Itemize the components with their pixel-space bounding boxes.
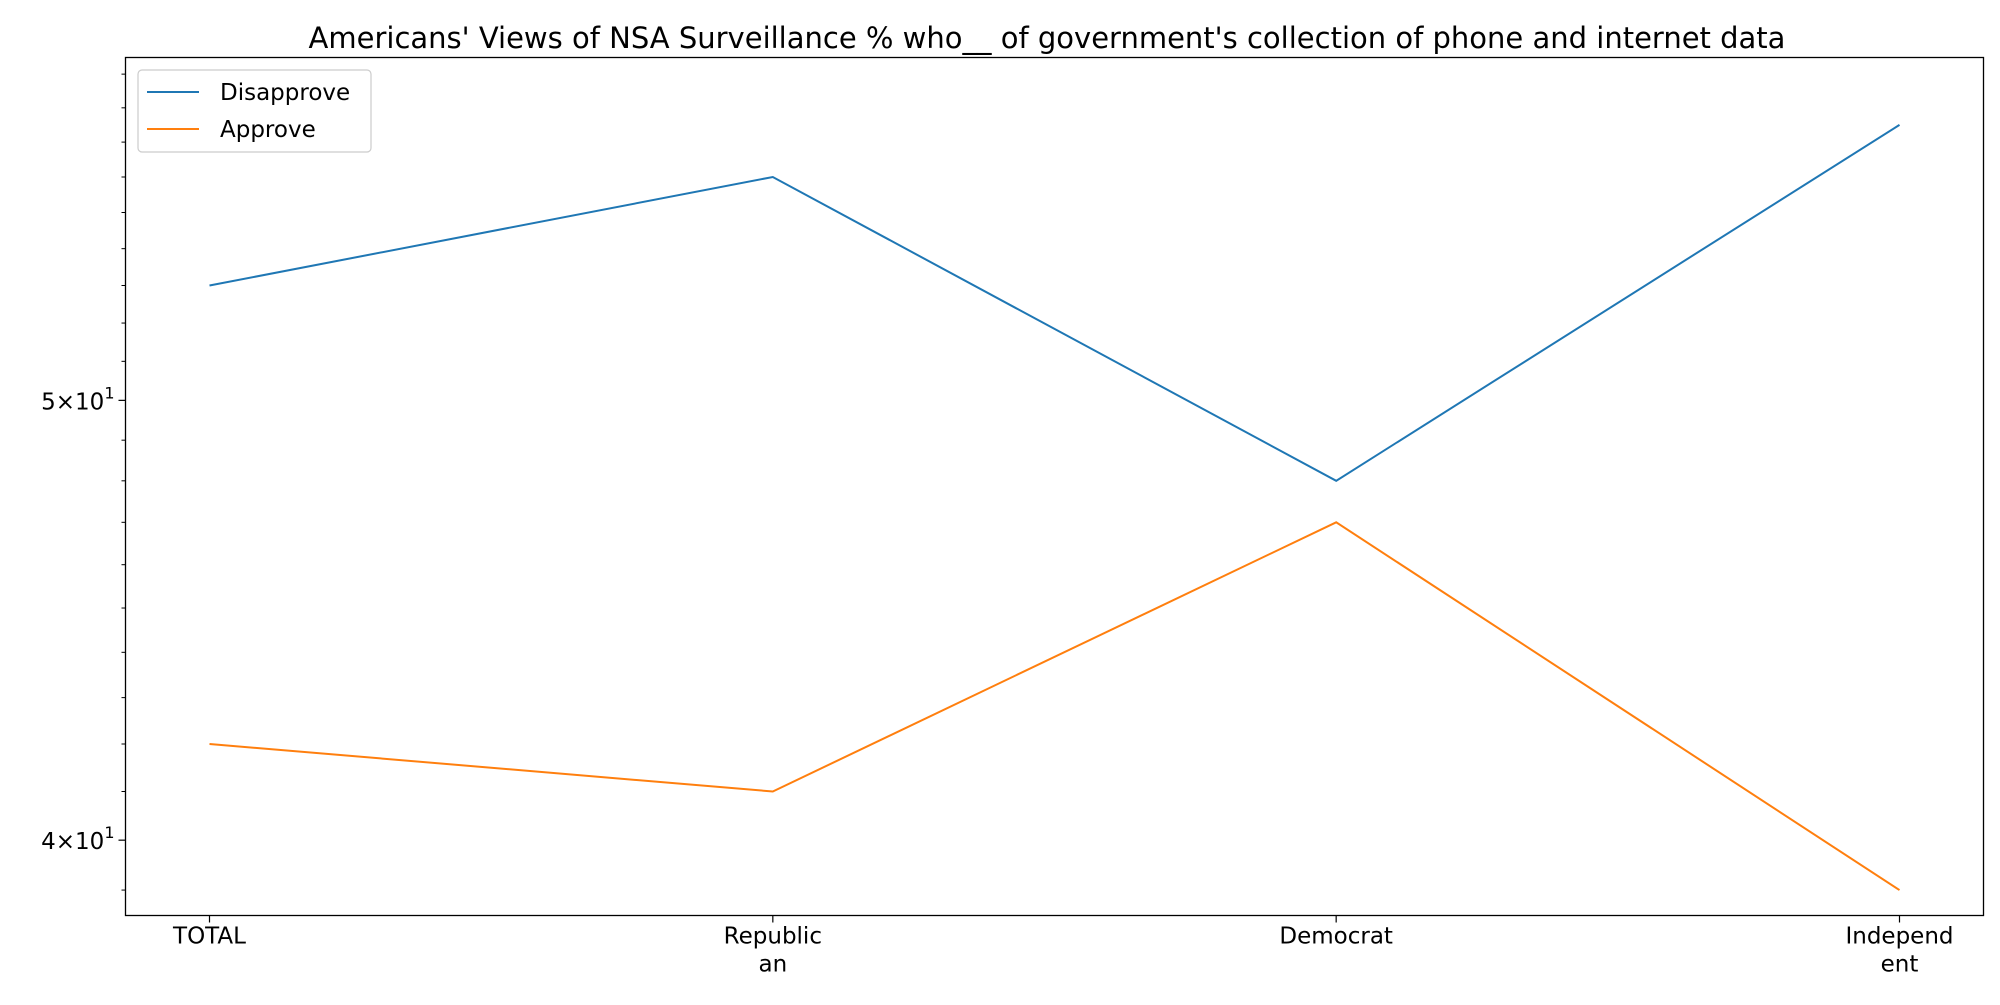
x-tick-label: TOTAL <box>172 924 246 950</box>
y-tick-label: 4×101 <box>41 823 114 855</box>
plot-frame <box>124 56 1985 917</box>
y-tick-label: 5×101 <box>41 383 114 415</box>
series-lines <box>209 124 1901 891</box>
x-tick-label: Democrat <box>1279 924 1393 950</box>
legend: Disapprove Approve <box>137 69 372 153</box>
x-tick-label: Republic an <box>724 924 822 978</box>
x-tick-label: Independ ent <box>1845 924 1953 978</box>
legend-label: Approve <box>220 117 316 143</box>
legend-frame <box>137 69 372 153</box>
chart-title: Americans' Views of NSA Surveillance % w… <box>309 21 1786 55</box>
axis-ticks: TOTAL Republic an Democrat Independ ent 5×101 4… <box>41 73 1954 978</box>
legend-label: Disapprove <box>220 80 350 106</box>
series-line-approve <box>209 521 1901 891</box>
series-line-disapprove <box>209 124 1901 482</box>
